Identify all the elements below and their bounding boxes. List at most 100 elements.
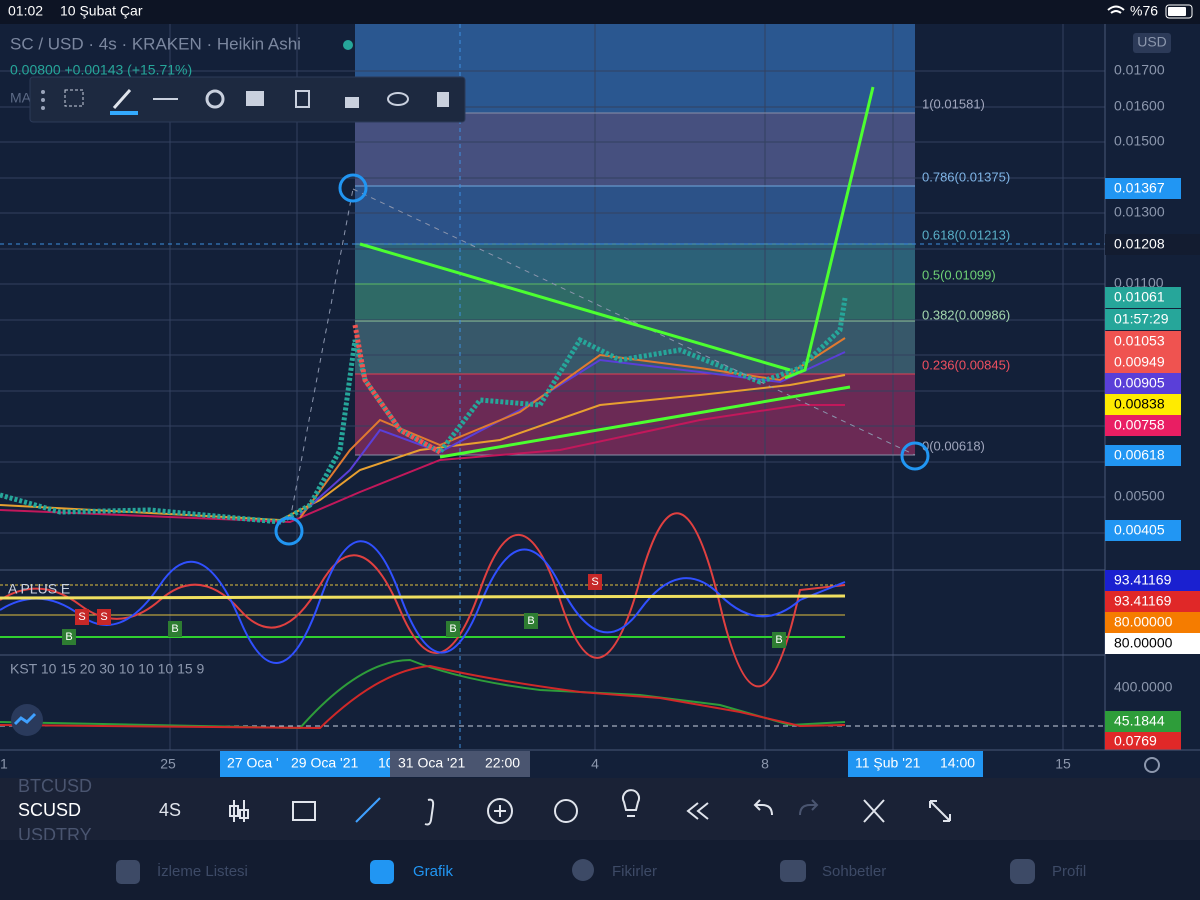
- oscillator-label: A PLUS E: [8, 581, 70, 597]
- price-candles: [352, 324, 442, 455]
- add[interactable]: [487, 798, 513, 824]
- symbol-prev[interactable]: BTCUSD: [18, 776, 92, 796]
- price-badge: 0.01367: [1114, 180, 1165, 196]
- select-tool[interactable]: [64, 89, 84, 107]
- nav-tab[interactable]: Sohbetler: [822, 863, 886, 880]
- oscillator-line: [0, 594, 846, 600]
- ma-label: MA: [10, 90, 32, 106]
- badge-bg: [1105, 415, 1181, 436]
- nav-tab[interactable]: İzleme Listesi: [157, 862, 248, 880]
- currency: USD: [1137, 34, 1167, 50]
- badge-bg: [1105, 331, 1181, 352]
- fib-label: 0(0.00618): [922, 438, 985, 453]
- badge-bg: [1105, 352, 1181, 373]
- time-badge-bg: [848, 751, 983, 777]
- time-badge-bg: [390, 751, 530, 777]
- chart-type[interactable]: [229, 800, 249, 822]
- anchor-handle[interactable]: [274, 516, 304, 546]
- sell-signal: [588, 574, 602, 590]
- time-tick: 25: [160, 756, 176, 772]
- interval[interactable]: 4S: [159, 800, 181, 820]
- time-badge: 14:00: [940, 755, 975, 771]
- delete[interactable]: [437, 92, 449, 107]
- symbol[interactable]: SCUSD: [18, 800, 81, 820]
- tools[interactable]: [863, 799, 885, 823]
- buy-signal: [446, 621, 460, 637]
- time-badge: 10: [378, 755, 394, 771]
- fullscreen[interactable]: [929, 800, 951, 822]
- nav-icon[interactable]: [572, 859, 594, 881]
- price-badge: 0.01061: [1114, 289, 1165, 305]
- badge-bg: [1105, 570, 1200, 591]
- nav-icon[interactable]: [780, 860, 806, 882]
- anchor-handle[interactable]: [900, 441, 930, 471]
- undo[interactable]: [753, 799, 773, 816]
- nav-icon[interactable]: [116, 860, 140, 884]
- pen-tool[interactable]: [112, 89, 132, 109]
- price-badges: 0.01367 0.01208 0.01061 01:57:29 0.01053…: [1105, 178, 1200, 750]
- symbol-next[interactable]: USDTRY: [18, 825, 92, 845]
- nav-tab[interactable]: Fikirler: [612, 863, 657, 880]
- battery-level: [1168, 7, 1186, 16]
- buy-signal: [772, 632, 786, 648]
- date: 10 Şubat Çar: [60, 3, 143, 19]
- lock[interactable]: [345, 97, 359, 108]
- countdown: 01:57:29: [1114, 311, 1169, 327]
- price-badge: 0.00758: [1114, 417, 1165, 433]
- signals: S S S B B B B B: [62, 574, 786, 648]
- nav-tab[interactable]: Profil: [1052, 863, 1086, 880]
- badge-bg: [1105, 373, 1181, 394]
- drawing-toolbar: [29, 76, 466, 123]
- price-badge: 0.01053: [1114, 333, 1165, 349]
- kst-badge: 0.0769: [1114, 733, 1157, 749]
- drawing-tools[interactable]: [355, 797, 381, 823]
- price-tick: 0.01700: [1114, 62, 1165, 78]
- replay[interactable]: [686, 802, 709, 820]
- price-tick: 0.01100: [1114, 275, 1164, 291]
- oscillator-line: [0, 540, 846, 664]
- grip: [41, 90, 45, 94]
- currency-tag[interactable]: [1133, 33, 1171, 53]
- projection-line: [784, 86, 875, 380]
- price-badge: 0.01208: [1114, 236, 1165, 252]
- buy-signal-label: B: [449, 623, 456, 635]
- idea[interactable]: [622, 789, 640, 817]
- settings[interactable]: [205, 89, 225, 109]
- color-swatch: [110, 111, 138, 115]
- fib-label: 0.382(0.00986): [922, 307, 1010, 322]
- anchor-handle[interactable]: [338, 173, 368, 203]
- redo: [799, 799, 819, 816]
- fib-zone: [355, 244, 915, 284]
- badge-bg: [1105, 445, 1181, 466]
- nav-icon[interactable]: [1010, 859, 1035, 884]
- settings-icon[interactable]: [1144, 757, 1160, 773]
- badge-bg: [1105, 234, 1200, 255]
- time-badge: 11 Şub '21: [855, 755, 921, 771]
- osc-badge: 80.00000: [1114, 635, 1173, 651]
- badge-bg: [1105, 178, 1181, 199]
- clone[interactable]: [295, 90, 310, 108]
- compare[interactable]: [292, 801, 316, 821]
- visibility[interactable]: [387, 92, 409, 106]
- market-status: [343, 40, 353, 50]
- time-tick: 15: [1055, 756, 1071, 772]
- trend-line: [359, 242, 791, 372]
- sell-signal-label: S: [100, 611, 107, 623]
- indicators[interactable]: [424, 798, 435, 826]
- kst-label: KST 10 15 20 30 10 10 10 15 9: [10, 661, 205, 677]
- fib-trend: [289, 188, 354, 521]
- kst-line: [0, 658, 846, 730]
- nav-tab[interactable]: Grafik: [413, 863, 454, 880]
- time-tick: 1: [0, 756, 8, 772]
- nav-icon[interactable]: [370, 860, 394, 884]
- badge-bg: [1105, 394, 1181, 415]
- fib-zone: [355, 374, 915, 455]
- alert[interactable]: [554, 799, 578, 823]
- add-plus: [494, 805, 506, 817]
- layers[interactable]: [246, 91, 264, 106]
- status-bar: [0, 0, 1200, 24]
- fib-zone: [355, 113, 915, 186]
- badge-bg: [1105, 732, 1181, 750]
